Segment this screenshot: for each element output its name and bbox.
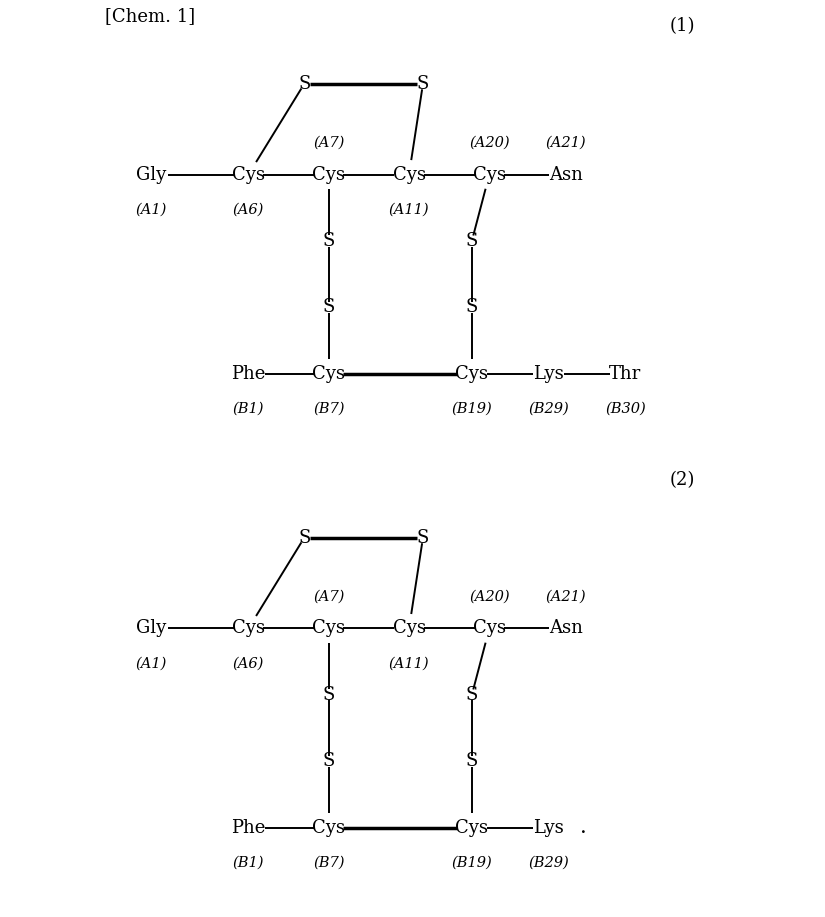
- Text: (2): (2): [670, 471, 695, 490]
- Text: .: .: [580, 818, 587, 837]
- Text: (B29): (B29): [528, 402, 569, 415]
- Text: Cys: Cys: [393, 620, 426, 637]
- Text: Cys: Cys: [473, 166, 506, 183]
- Text: (B7): (B7): [313, 856, 345, 869]
- Text: (A11): (A11): [389, 203, 429, 216]
- Text: Cys: Cys: [232, 166, 265, 183]
- Text: (B19): (B19): [451, 856, 493, 869]
- Text: S: S: [323, 752, 335, 770]
- Text: (B1): (B1): [233, 856, 264, 869]
- Text: (B1): (B1): [233, 402, 264, 415]
- Text: S: S: [323, 298, 335, 316]
- Text: (B19): (B19): [451, 402, 493, 415]
- Text: Cys: Cys: [312, 620, 345, 637]
- Text: (1): (1): [670, 17, 695, 36]
- Text: S: S: [417, 529, 429, 547]
- Text: Cys: Cys: [312, 166, 345, 183]
- Text: (A1): (A1): [135, 657, 167, 670]
- Text: (B7): (B7): [313, 402, 345, 415]
- Text: Asn: Asn: [549, 620, 583, 637]
- Text: (A7): (A7): [313, 590, 344, 604]
- Text: S: S: [323, 232, 335, 250]
- Text: S: S: [323, 686, 335, 704]
- Text: Lys: Lys: [533, 365, 564, 382]
- Text: (B30): (B30): [605, 402, 646, 415]
- Text: (B29): (B29): [528, 856, 569, 869]
- Text: Gly: Gly: [135, 166, 166, 183]
- Text: (A1): (A1): [135, 203, 167, 216]
- Text: Cys: Cys: [393, 166, 426, 183]
- Text: Phe: Phe: [231, 365, 266, 382]
- Text: Phe: Phe: [231, 819, 266, 836]
- Text: (A11): (A11): [389, 657, 429, 670]
- Text: S: S: [417, 75, 429, 93]
- Text: S: S: [465, 232, 478, 250]
- Text: S: S: [298, 75, 310, 93]
- Text: S: S: [465, 752, 478, 770]
- Text: (A21): (A21): [546, 590, 587, 604]
- Text: (A21): (A21): [546, 136, 587, 150]
- Text: Asn: Asn: [549, 166, 583, 183]
- Text: (A20): (A20): [469, 590, 510, 604]
- Text: Cys: Cys: [473, 620, 506, 637]
- Text: [Chem. 1]: [Chem. 1]: [106, 7, 196, 25]
- Text: (A7): (A7): [313, 136, 344, 150]
- Text: Gly: Gly: [135, 620, 166, 637]
- Text: Cys: Cys: [312, 819, 345, 836]
- Text: Thr: Thr: [610, 365, 642, 382]
- Text: Cys: Cys: [312, 365, 345, 382]
- Text: S: S: [465, 298, 478, 316]
- Text: (A20): (A20): [469, 136, 510, 150]
- Text: Cys: Cys: [455, 365, 488, 382]
- Text: Cys: Cys: [232, 620, 265, 637]
- Text: Lys: Lys: [533, 819, 564, 836]
- Text: (A6): (A6): [233, 657, 264, 670]
- Text: Cys: Cys: [455, 819, 488, 836]
- Text: (A6): (A6): [233, 203, 264, 216]
- Text: S: S: [298, 529, 310, 547]
- Text: S: S: [465, 686, 478, 704]
